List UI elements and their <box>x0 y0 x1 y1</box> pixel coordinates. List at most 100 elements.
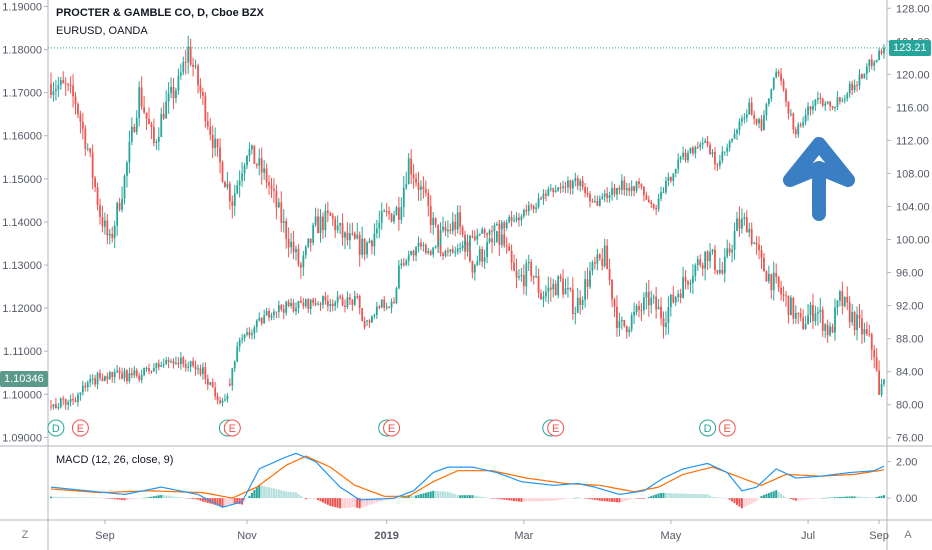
auto-scale-button[interactable]: A <box>904 529 912 541</box>
pg-candle <box>187 366 190 368</box>
pg-candle <box>130 373 133 376</box>
macd-histogram-bar <box>618 498 621 503</box>
macd-histogram-bar <box>194 498 197 500</box>
dividend-event-marker <box>47 419 65 437</box>
pg-candle <box>108 372 111 380</box>
eurusd-candle <box>880 383 883 395</box>
eurusd-candle <box>395 207 398 216</box>
macd-histogram-bar <box>736 498 738 505</box>
macd-histogram-bar <box>439 491 442 499</box>
eurusd-candle <box>150 124 153 127</box>
pg-candle <box>748 102 751 115</box>
macd-histogram-bar <box>314 498 317 499</box>
eurusd-candle <box>601 258 604 267</box>
pg-candle <box>420 242 422 247</box>
eurusd-candle <box>390 213 393 222</box>
pg-candle <box>429 251 432 255</box>
pg-candle <box>743 117 746 119</box>
macd-histogram-bar <box>346 498 349 508</box>
pg-candle <box>366 320 368 322</box>
pg-candle <box>116 370 119 372</box>
pg-candle <box>179 357 182 365</box>
eurusd-candle <box>165 101 168 119</box>
eurusd-candle <box>834 307 836 333</box>
eurusd-candle <box>505 245 508 247</box>
pg-candle <box>99 372 101 378</box>
eurusd-candle <box>589 271 591 287</box>
pg-candle <box>576 178 579 186</box>
pg-candle <box>500 222 503 230</box>
macd-histogram-bar <box>111 498 114 499</box>
eurusd-candle <box>586 279 589 287</box>
eurusd-candle <box>790 297 792 316</box>
eurusd-candle <box>647 292 650 306</box>
macd-histogram-bar <box>873 497 876 499</box>
macd-histogram-bar <box>148 497 150 499</box>
macd-histogram-bar <box>797 498 800 501</box>
pg-candle <box>415 247 417 256</box>
pg-candle <box>380 299 383 308</box>
pg-candle <box>184 364 187 368</box>
eurusd-candle <box>731 249 733 253</box>
eurusd-candle <box>630 315 633 330</box>
pg-candle <box>677 159 680 169</box>
pg-candle <box>145 368 148 370</box>
eurusd-candle <box>346 232 349 241</box>
pg-candle <box>865 66 868 74</box>
macd-histogram-bar <box>623 498 626 502</box>
eurusd-candle <box>172 87 175 99</box>
eurusd-candle <box>755 242 758 245</box>
pg-candle <box>525 209 528 212</box>
macd-histogram-bar <box>481 496 484 499</box>
eurusd-candle <box>545 291 547 297</box>
eurusd-candle <box>456 212 459 230</box>
eurusd-candle <box>204 95 207 121</box>
zoom-toggle-button[interactable]: Z <box>21 529 29 541</box>
eurusd-candle <box>824 324 827 331</box>
eurusd-candle <box>199 85 202 93</box>
eurusd-candle <box>557 276 560 296</box>
macd-histogram-bar <box>353 498 356 508</box>
macd-histogram-bar <box>789 498 792 499</box>
pg-candle <box>802 122 805 126</box>
macd-histogram-bar <box>155 495 158 499</box>
right-axis-tick-label: 120.00 <box>896 69 930 81</box>
eurusd-candle <box>368 240 371 243</box>
macd-histogram-bar <box>405 495 408 499</box>
macd-histogram-bar <box>843 496 846 499</box>
pg-candle <box>204 367 207 379</box>
macd-histogram-bar <box>505 498 508 500</box>
pg-candle <box>613 187 616 195</box>
pg-candle <box>165 360 168 365</box>
eurusd-candle <box>145 112 148 119</box>
macd-histogram-bar <box>290 491 293 499</box>
pg-candle <box>682 152 684 158</box>
macd-histogram-bar <box>701 494 704 499</box>
earnings-event-label: E <box>724 423 731 435</box>
macd-histogram-bar <box>591 498 594 500</box>
eurusd-candle <box>371 240 373 247</box>
pg-candle <box>400 263 403 266</box>
macd-histogram-bar <box>135 498 138 499</box>
eurusd-candle <box>378 222 381 229</box>
macd-histogram-bar <box>664 492 667 499</box>
eurusd-candle <box>780 287 782 295</box>
pg-candle <box>410 250 413 256</box>
eurusd-candle <box>785 295 787 297</box>
eurusd-candle <box>745 217 748 233</box>
eurusd-candle <box>596 254 599 264</box>
eurusd-candle <box>461 226 464 235</box>
pg-candle <box>625 188 628 191</box>
eurusd-candle <box>424 189 427 193</box>
pg-candle <box>432 247 435 255</box>
eurusd-candle <box>231 201 234 206</box>
pg-candle <box>273 311 275 316</box>
eurusd-candle <box>836 300 839 308</box>
pg-candle <box>841 100 844 102</box>
pg-candle <box>412 250 415 256</box>
pg-candle <box>643 186 645 196</box>
eurusd-candle <box>439 230 442 246</box>
pg-candle <box>356 296 359 298</box>
pg-candle <box>331 303 334 306</box>
pg-candle <box>295 308 297 312</box>
